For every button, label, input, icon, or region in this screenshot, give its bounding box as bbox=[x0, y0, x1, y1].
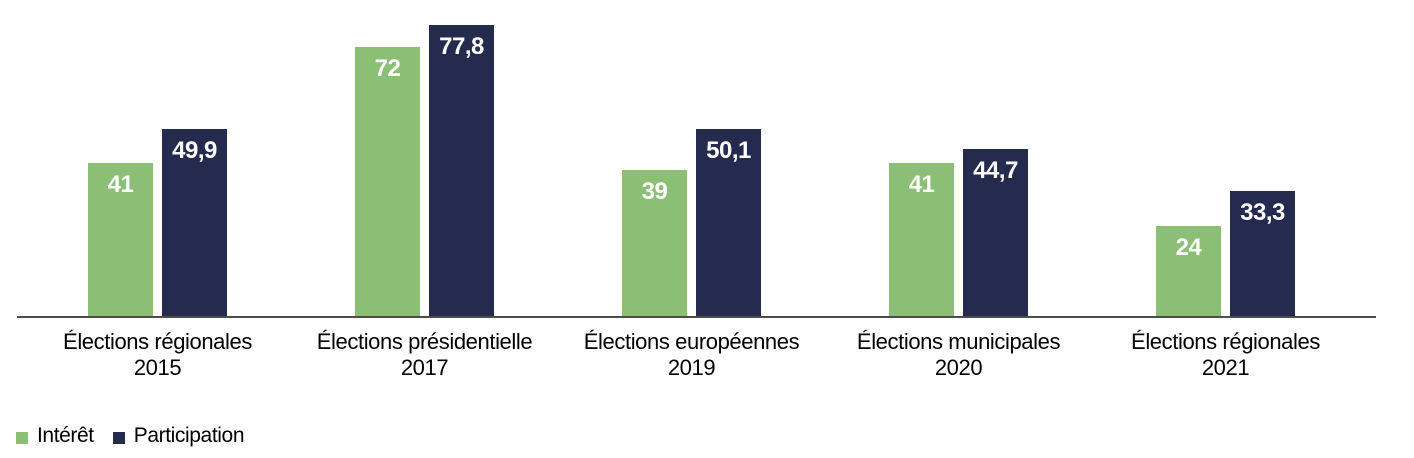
category-name: Élections régionales bbox=[1131, 329, 1320, 354]
bar-interet-2021: 24 bbox=[1156, 226, 1221, 316]
category-label-2021: Élections régionales 2021 bbox=[1086, 329, 1366, 381]
category-name: Élections régionales bbox=[63, 329, 252, 354]
value-label: 39 bbox=[641, 178, 668, 205]
legend-item-interet: Intérêt bbox=[16, 424, 94, 448]
legend-label-interet: Intérêt bbox=[37, 424, 94, 447]
legend-label-participation: Participation bbox=[133, 424, 245, 447]
category-label-2019: Élections européennes 2019 bbox=[552, 329, 832, 381]
category-year: 2015 bbox=[133, 355, 182, 380]
value-label: 50,1 bbox=[706, 137, 751, 164]
category-label-2017: Élections présidentielle 2017 bbox=[285, 329, 565, 381]
bar-interet-2015: 41 bbox=[88, 163, 153, 316]
participation-swatch bbox=[112, 431, 125, 444]
bar-interet-2019: 39 bbox=[622, 170, 687, 316]
category-year: 2021 bbox=[1201, 355, 1250, 380]
category-name: Élections européennes bbox=[583, 329, 800, 354]
category-name: Élections municipales bbox=[856, 329, 1061, 354]
bar-interet-2017: 72 bbox=[355, 47, 420, 316]
value-label: 49,9 bbox=[172, 137, 217, 164]
bar-participation-2017: 77,8 bbox=[429, 25, 494, 316]
bar-participation-2020: 44,7 bbox=[963, 149, 1028, 316]
x-axis-line bbox=[17, 316, 1376, 318]
interet-swatch bbox=[16, 431, 28, 444]
value-label: 44,7 bbox=[973, 157, 1018, 184]
category-year: 2020 bbox=[934, 355, 983, 380]
category-year: 2017 bbox=[400, 355, 449, 380]
legend: Intérêt Participation bbox=[16, 424, 245, 448]
value-label: 24 bbox=[1175, 234, 1202, 261]
value-label: 72 bbox=[374, 55, 401, 82]
legend-item-participation: Participation bbox=[112, 424, 245, 448]
value-label: 41 bbox=[107, 171, 134, 198]
bar-participation-2019: 50,1 bbox=[696, 129, 761, 316]
value-label: 77,8 bbox=[439, 33, 484, 60]
bar-interet-2020: 41 bbox=[889, 163, 954, 316]
category-label-2015: Élections régionales 2015 bbox=[18, 329, 298, 381]
category-name: Élections présidentielle bbox=[316, 329, 533, 354]
category-year: 2019 bbox=[667, 355, 716, 380]
bar-participation-2021: 33,3 bbox=[1230, 191, 1295, 316]
category-label-2020: Élections municipales 2020 bbox=[819, 329, 1099, 381]
value-label: 41 bbox=[908, 171, 935, 198]
value-label: 33,3 bbox=[1240, 199, 1285, 226]
bar-participation-2015: 49,9 bbox=[162, 129, 227, 316]
